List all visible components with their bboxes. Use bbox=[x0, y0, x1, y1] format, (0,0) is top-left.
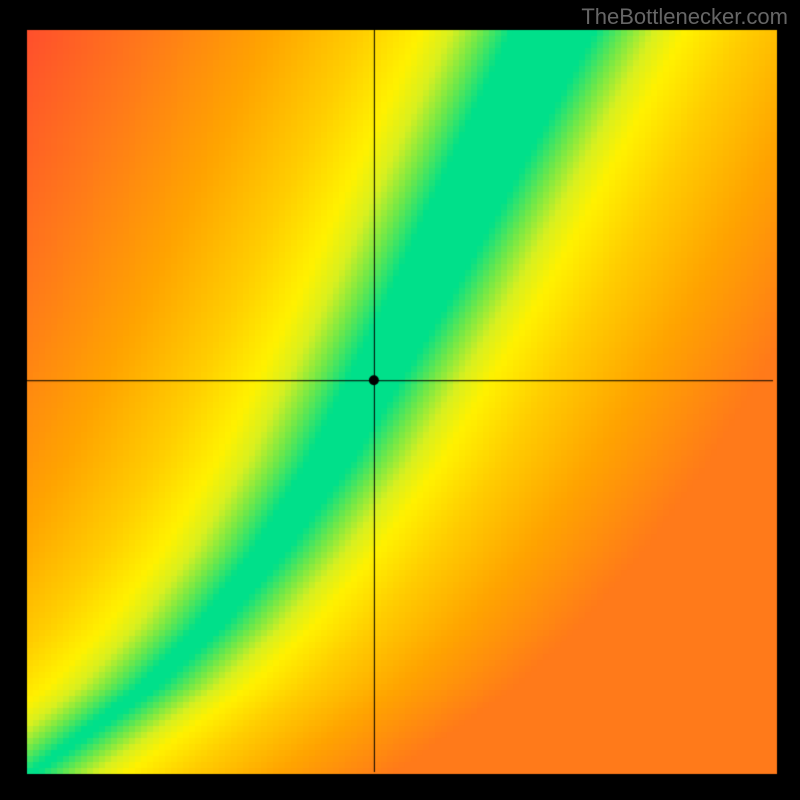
watermark-text: TheBottlenecker.com bbox=[581, 4, 788, 30]
heatmap-canvas bbox=[0, 0, 800, 800]
